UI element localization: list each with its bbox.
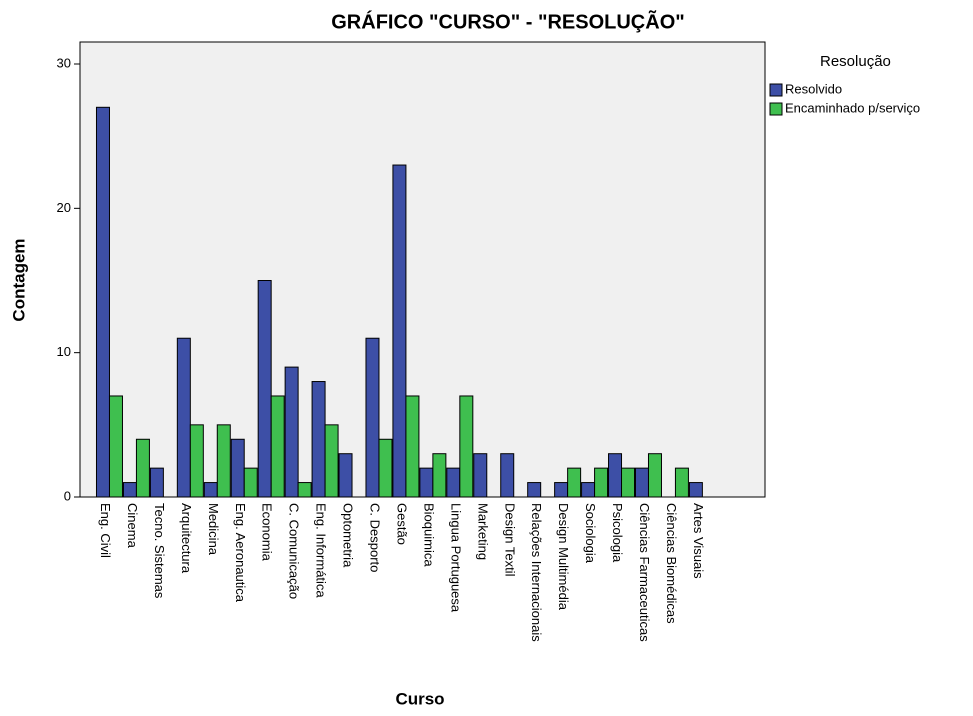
x-tick-label: Eng. Informática [314,503,329,598]
bar [108,395,123,498]
bar [688,482,703,498]
x-tick-label: Bioquimica [421,503,436,567]
y-tick-label: 30 [57,55,71,70]
bar [365,337,380,498]
x-tick-label: C. Comunicação [287,503,302,599]
bar [338,453,353,498]
bar [419,467,434,498]
bar [135,438,150,498]
bar [203,482,218,498]
x-tick-label: Psicologia [610,503,625,563]
legend-label: Resolvido [785,81,842,96]
legend-title: Resolução [820,53,891,70]
plot-area [79,41,766,498]
bar [674,467,689,498]
x-tick-label: Medicina [206,503,221,556]
x-tick-label: Cinema [125,503,140,549]
bar [527,482,542,498]
bar [284,366,299,498]
bar [324,424,339,498]
bar [257,280,272,498]
bar [634,467,649,498]
bar [554,482,569,498]
bar [594,467,609,498]
x-tick-label: Ciências Farmaceuticas [637,503,652,642]
bar [405,395,420,498]
bar [311,381,326,498]
x-tick-label: Arquitectura [179,503,194,574]
bar [432,453,447,498]
x-tick-label: Tecno. Sistemas [152,503,167,599]
bar [621,467,636,498]
bar [243,467,258,498]
y-tick-label: 0 [64,488,71,503]
bar [500,453,515,498]
y-axis-label: Contagem [9,238,28,321]
bar [189,424,204,498]
bar [459,395,474,498]
bar [176,337,191,498]
bar [216,424,231,498]
bar [270,395,285,498]
x-tick-label: Eng. Aeronautica [233,503,248,603]
bar [392,164,407,498]
bar [122,482,137,498]
bar [230,438,245,498]
x-tick-label: Design Textil [502,503,517,577]
bar [446,467,461,498]
x-tick-label: Optometria [341,503,356,568]
bar [378,438,393,498]
x-tick-label: C. Desporto [368,503,383,572]
bar [473,453,488,498]
x-tick-label: Lingua Portuguesa [448,503,463,613]
x-tick-label: Marketing [475,503,490,560]
x-axis-label: Curso [395,689,444,708]
x-tick-label: Design Multimédia [556,503,571,611]
legend-swatch [769,83,783,97]
bar [95,106,110,498]
legend-swatch [769,102,783,116]
x-tick-label: Eng. Civil [98,503,113,558]
x-tick-label: Relações Internacionais [529,503,544,642]
bar [581,482,596,498]
bar [608,453,623,498]
bar [149,467,164,498]
x-tick-label: Artes Visuais [691,503,706,579]
chart-title: GRÁFICO "CURSO" - "RESOLUÇÃO" [331,10,685,33]
y-tick-label: 10 [57,344,71,359]
bar [297,482,312,498]
x-tick-label: Economia [260,503,275,562]
legend-label: Encaminhado p/serviço [785,100,920,115]
y-tick-label: 20 [57,200,71,215]
bar [647,453,662,498]
x-tick-label: Gestão [394,503,409,545]
bar [567,467,582,498]
x-tick-label: Sociologia [583,503,598,564]
x-tick-label: Ciências Biomédicas [664,503,679,624]
